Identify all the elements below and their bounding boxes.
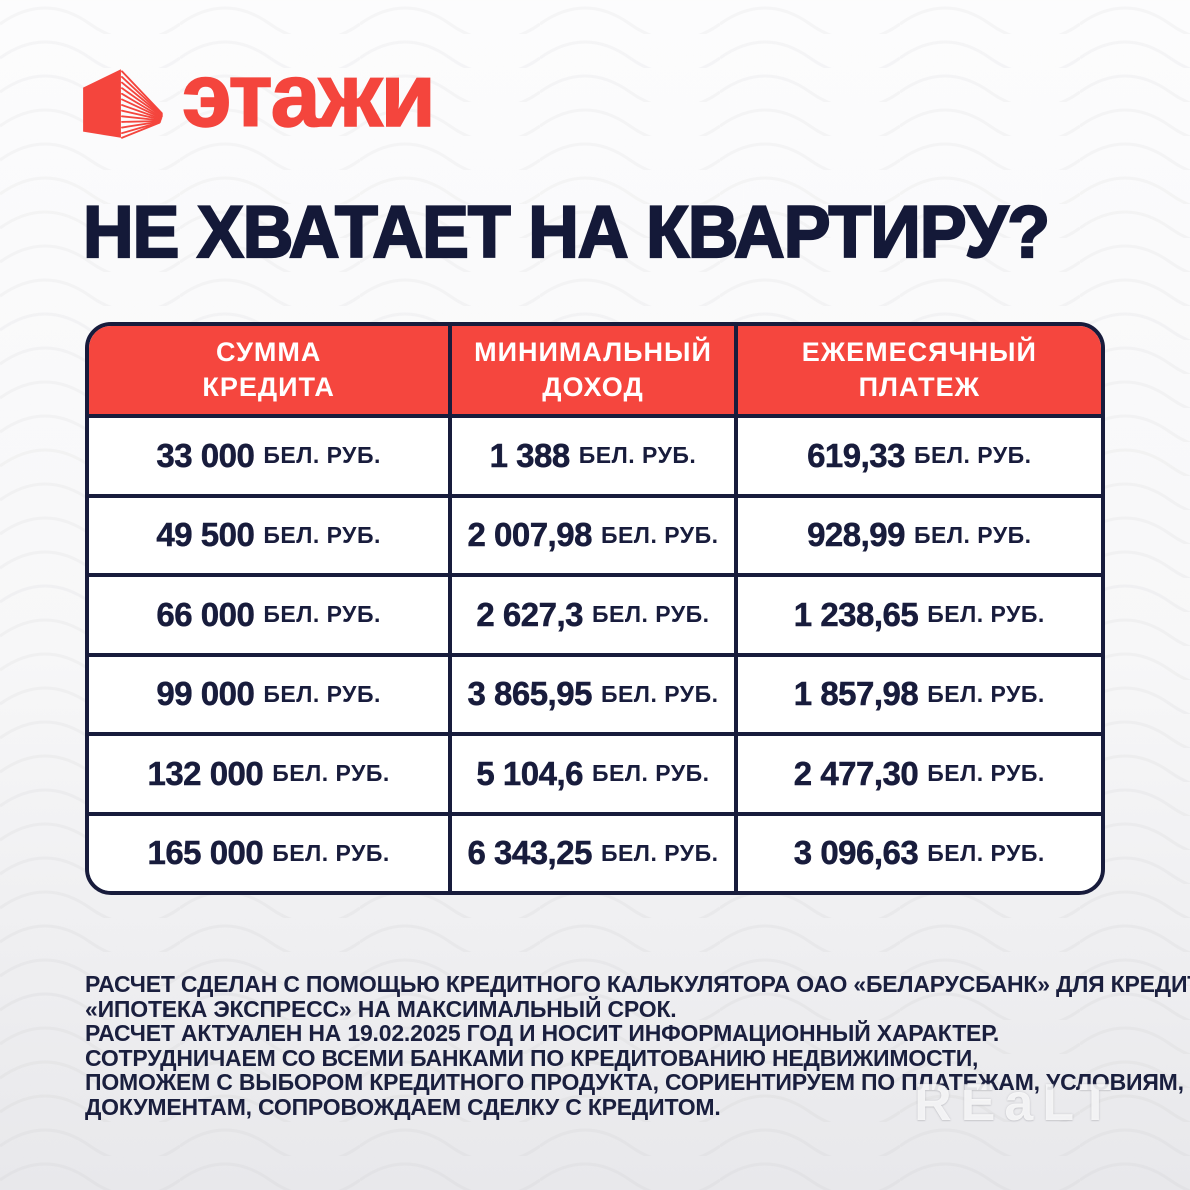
header-monthly-payment-line2: ПЛАТЕЖ	[858, 372, 981, 402]
cell-income: 6 343,25 БЕЛ. РУБ.	[452, 815, 738, 891]
cell-income: 2 627,3 БЕЛ. РУБ.	[452, 577, 738, 653]
brand-logo: этажи	[78, 50, 437, 144]
credit-value: 49 500	[156, 516, 255, 554]
currency-label: БЕЛ. РУБ.	[600, 839, 719, 866]
realt-watermark: REaLT	[914, 1074, 1120, 1132]
income-value: 2 007,98	[467, 516, 592, 554]
header-credit-sum-line2: КРЕДИТА	[202, 372, 335, 402]
currency-label: БЕЛ. РУБ.	[914, 442, 1032, 469]
income-value: 2 627,3	[476, 595, 584, 634]
disclaimer-line: ПОМОЖЕМ С ВЫБОРОМ КРЕДИТНОГО ПРОДУКТА, С…	[85, 1069, 1184, 1096]
header-min-income-line2: ДОХОД	[542, 372, 644, 402]
disclaimer-line: РАСЧЕТ СДЕЛАН С ПОМОЩЬЮ КРЕДИТНОГО КАЛЬК…	[85, 971, 1190, 997]
disclaimer-line: «ИПОТЕКА ЭКСПРЕСС» НА МАКСИМАЛЬНЫЙ СРОК.	[85, 995, 677, 1022]
disclaimer-line: СОТРУДНИЧАЕМ СО ВСЕМИ БАНКАМИ ПО КРЕДИТО…	[85, 1044, 979, 1071]
income-value: 6 343,25	[467, 834, 592, 872]
header-min-income-line1: МИНИМАЛЬНЫЙ	[474, 336, 712, 367]
currency-label: БЕЛ. РУБ.	[263, 680, 381, 707]
currency-label: БЕЛ. РУБ.	[600, 521, 719, 548]
credit-value: 165 000	[147, 834, 264, 872]
header-credit-sum-line1: СУММА	[215, 336, 322, 367]
income-value: 5 104,6	[476, 754, 584, 793]
cell-payment: 1 238,65 БЕЛ. РУБ.	[738, 577, 1101, 653]
credit-table: СУММА КРЕДИТА МИНИМАЛЬНЫЙ ДОХОД ЕЖЕМЕСЯЧ…	[85, 322, 1105, 895]
page-title: НЕ ХВАТАЕТ НА КВАРТИРУ?	[82, 192, 1051, 273]
payment-value: 2 477,30	[793, 754, 919, 793]
cell-payment: 1 857,98 БЕЛ. РУБ.	[738, 657, 1101, 733]
building-floors-icon	[83, 69, 163, 139]
currency-label: БЕЛ. РУБ.	[578, 442, 697, 469]
cell-income: 1 388 БЕЛ. РУБ.	[452, 418, 738, 494]
cell-payment: 3 096,63 БЕЛ. РУБ.	[738, 816, 1101, 892]
currency-label: БЕЛ. РУБ.	[927, 601, 1045, 628]
table-row: 132 000 БЕЛ. РУБ. 5 104,6 БЕЛ. РУБ. 2 477,…	[89, 736, 1101, 816]
payment-value: 619,33	[807, 436, 906, 475]
currency-label: БЕЛ. РУБ.	[600, 680, 719, 707]
currency-label: БЕЛ. РУБ.	[263, 521, 381, 548]
currency-label: БЕЛ. РУБ.	[927, 839, 1045, 866]
currency-label: БЕЛ. РУБ.	[927, 760, 1045, 787]
currency-label: БЕЛ. РУБ.	[272, 760, 390, 787]
credit-value: 66 000	[156, 595, 255, 634]
table-row: 66 000 БЕЛ. РУБ. 2 627,3 БЕЛ. РУБ. 1 238,6…	[89, 577, 1101, 657]
table-row: 33 000 БЕЛ. РУБ. 1 388 БЕЛ. РУБ. 619,33 БЕЛ…	[89, 418, 1101, 498]
payment-value: 1 238,65	[793, 595, 919, 634]
income-value: 3 865,95	[467, 675, 592, 713]
disclaimer-line: ДОКУМЕНТАМ, СОПРОВОЖДАЕМ СДЕЛКУ С КРЕДИТ…	[85, 1093, 721, 1120]
cell-credit: 99 000 БЕЛ. РУБ.	[89, 656, 453, 732]
credit-value: 99 000	[156, 675, 255, 713]
cell-credit: 132 000 БЕЛ. РУБ.	[89, 736, 453, 812]
currency-label: БЕЛ. РУБ.	[263, 601, 381, 628]
cell-income: 5 104,6 БЕЛ. РУБ.	[452, 736, 738, 812]
cell-payment: 2 477,30 БЕЛ. РУБ.	[738, 736, 1101, 812]
header-monthly-payment: ЕЖЕМЕСЯЧНЫЙ ПЛАТЕЖ	[738, 326, 1101, 414]
cell-credit: 49 500 БЕЛ. РУБ.	[89, 497, 453, 573]
table-row: 49 500 БЕЛ. РУБ. 2 007,98 БЕЛ. РУБ. 928,99…	[89, 497, 1101, 577]
header-min-income: МИНИМАЛЬНЫЙ ДОХОД	[452, 326, 738, 414]
credit-value: 132 000	[147, 754, 264, 793]
payment-value: 1 857,98	[793, 675, 919, 713]
cell-credit: 33 000 БЕЛ. РУБ.	[89, 418, 453, 494]
payment-value: 3 096,63	[793, 834, 919, 872]
cell-income: 3 865,95 БЕЛ. РУБ.	[452, 656, 738, 732]
currency-label: БЕЛ. РУБ.	[914, 521, 1032, 548]
cell-payment: 619,33 БЕЛ. РУБ.	[738, 418, 1101, 494]
table-row: 165 000 БЕЛ. РУБ. 6 343,25 БЕЛ. РУБ. 3 096…	[89, 815, 1101, 892]
currency-label: БЕЛ. РУБ.	[263, 442, 381, 469]
currency-label: БЕЛ. РУБ.	[592, 760, 710, 787]
cell-payment: 928,99 БЕЛ. РУБ.	[738, 498, 1101, 574]
table-header-row: СУММА КРЕДИТА МИНИМАЛЬНЫЙ ДОХОД ЕЖЕМЕСЯЧ…	[89, 326, 1101, 418]
cell-income: 2 007,98 БЕЛ. РУБ.	[452, 497, 738, 573]
income-value: 1 388	[489, 436, 570, 475]
disclaimer-line: РАСЧЕТ АКТУАЛЕН НА 19.02.2025 ГОД И НОСИ…	[85, 1020, 1000, 1047]
currency-label: БЕЛ. РУБ.	[592, 601, 710, 628]
cell-credit: 165 000 БЕЛ. РУБ.	[89, 815, 453, 891]
credit-value: 33 000	[156, 436, 255, 475]
cell-credit: 66 000 БЕЛ. РУБ.	[89, 577, 453, 653]
payment-value: 928,99	[807, 516, 906, 554]
disclaimer-text: РАСЧЕТ СДЕЛАН С ПОМОЩЬЮ КРЕДИТНОГО КАЛЬК…	[85, 971, 1190, 1120]
currency-label: БЕЛ. РУБ.	[272, 839, 390, 866]
currency-label: БЕЛ. РУБ.	[927, 680, 1045, 707]
brand-name: этажи	[181, 46, 436, 146]
table-row: 99 000 БЕЛ. РУБ. 3 865,95 БЕЛ. РУБ. 1 857,…	[89, 656, 1101, 736]
header-monthly-payment-line1: ЕЖЕМЕСЯЧНЫЙ	[801, 336, 1037, 367]
header-credit-sum: СУММА КРЕДИТА	[89, 326, 453, 414]
